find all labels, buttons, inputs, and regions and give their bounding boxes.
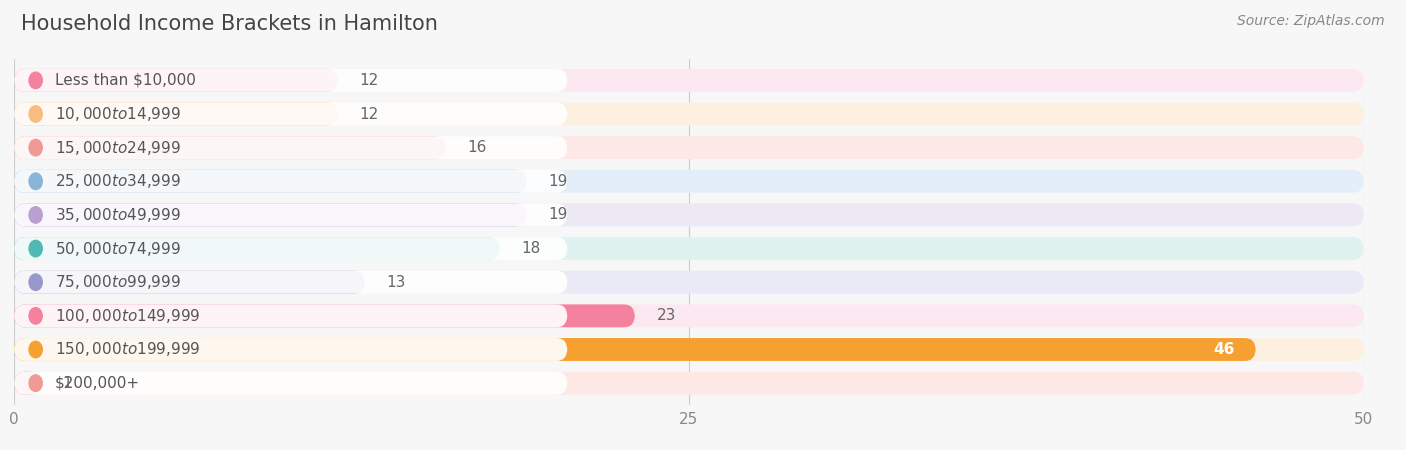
Circle shape: [30, 308, 42, 324]
Text: $10,000 to $14,999: $10,000 to $14,999: [55, 105, 180, 123]
Circle shape: [30, 274, 42, 290]
FancyBboxPatch shape: [14, 338, 568, 361]
FancyBboxPatch shape: [14, 136, 568, 159]
FancyBboxPatch shape: [14, 203, 568, 226]
FancyBboxPatch shape: [14, 69, 568, 92]
Text: Less than $10,000: Less than $10,000: [55, 73, 195, 88]
FancyBboxPatch shape: [14, 304, 636, 327]
Text: 19: 19: [548, 207, 568, 222]
Circle shape: [30, 240, 42, 257]
FancyBboxPatch shape: [14, 338, 1364, 361]
FancyBboxPatch shape: [14, 237, 568, 260]
FancyBboxPatch shape: [14, 372, 41, 395]
Text: $200,000+: $200,000+: [55, 376, 139, 391]
Text: 19: 19: [548, 174, 568, 189]
Text: $150,000 to $199,999: $150,000 to $199,999: [55, 341, 200, 359]
FancyBboxPatch shape: [14, 103, 337, 126]
Text: 13: 13: [387, 274, 406, 290]
Text: $50,000 to $74,999: $50,000 to $74,999: [55, 239, 180, 257]
FancyBboxPatch shape: [14, 103, 568, 126]
FancyBboxPatch shape: [14, 271, 568, 294]
Circle shape: [30, 375, 42, 392]
Text: $15,000 to $24,999: $15,000 to $24,999: [55, 139, 180, 157]
Text: 1: 1: [63, 376, 72, 391]
FancyBboxPatch shape: [14, 170, 1364, 193]
FancyBboxPatch shape: [14, 136, 1364, 159]
FancyBboxPatch shape: [14, 136, 446, 159]
Circle shape: [30, 140, 42, 156]
FancyBboxPatch shape: [14, 69, 1364, 92]
FancyBboxPatch shape: [14, 271, 1364, 294]
Circle shape: [30, 173, 42, 189]
FancyBboxPatch shape: [14, 203, 527, 226]
Text: Household Income Brackets in Hamilton: Household Income Brackets in Hamilton: [21, 14, 437, 33]
Text: $100,000 to $149,999: $100,000 to $149,999: [55, 307, 200, 325]
FancyBboxPatch shape: [14, 170, 568, 193]
FancyBboxPatch shape: [14, 237, 1364, 260]
FancyBboxPatch shape: [14, 304, 568, 327]
Text: 12: 12: [360, 107, 378, 122]
Circle shape: [30, 207, 42, 223]
Circle shape: [30, 72, 42, 89]
FancyBboxPatch shape: [14, 203, 1364, 226]
Text: 16: 16: [468, 140, 486, 155]
Text: 18: 18: [522, 241, 541, 256]
Circle shape: [30, 106, 42, 122]
FancyBboxPatch shape: [14, 69, 337, 92]
FancyBboxPatch shape: [14, 237, 501, 260]
Text: 46: 46: [1213, 342, 1234, 357]
Text: Source: ZipAtlas.com: Source: ZipAtlas.com: [1237, 14, 1385, 27]
Text: 12: 12: [360, 73, 378, 88]
FancyBboxPatch shape: [14, 170, 527, 193]
Text: $75,000 to $99,999: $75,000 to $99,999: [55, 273, 180, 291]
FancyBboxPatch shape: [14, 103, 1364, 126]
FancyBboxPatch shape: [14, 304, 1364, 327]
Text: $35,000 to $49,999: $35,000 to $49,999: [55, 206, 180, 224]
FancyBboxPatch shape: [14, 338, 1256, 361]
Circle shape: [30, 341, 42, 358]
FancyBboxPatch shape: [14, 372, 1364, 395]
Text: $25,000 to $34,999: $25,000 to $34,999: [55, 172, 180, 190]
Text: 23: 23: [657, 308, 676, 324]
FancyBboxPatch shape: [14, 372, 568, 395]
FancyBboxPatch shape: [14, 271, 366, 294]
